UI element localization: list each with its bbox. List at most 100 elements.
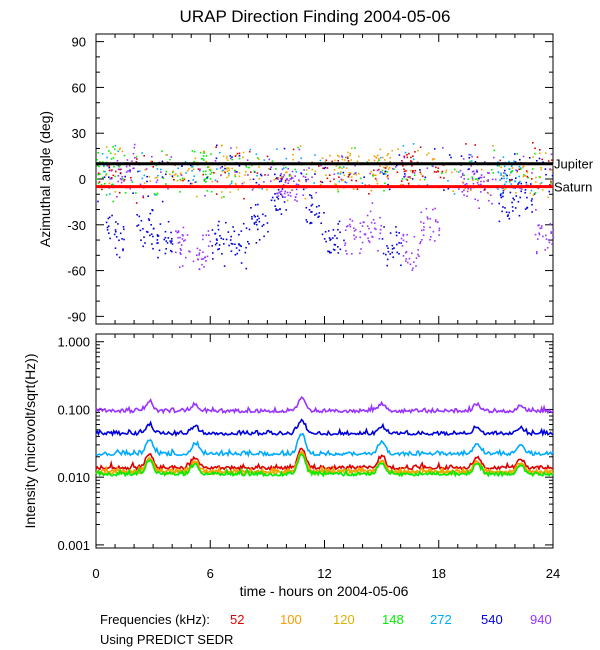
azimuth-point [181, 265, 184, 267]
azimuth-point [450, 156, 452, 159]
azimuth-point [319, 183, 322, 186]
azimuth-point [206, 255, 209, 258]
azimuth-point [338, 155, 340, 158]
azimuth-point [338, 176, 340, 178]
azimuth-point [531, 198, 533, 200]
azimuth-point [270, 180, 272, 183]
azimuth-point [255, 153, 258, 155]
azimuth-point [510, 179, 512, 181]
azimuth-point [536, 252, 538, 255]
azimuth-point [263, 181, 265, 183]
azimuth-point [288, 179, 290, 182]
azimuth-point [223, 196, 225, 198]
azimuth-point [347, 157, 349, 159]
azimuth-point [514, 161, 517, 163]
azimuth-point [230, 242, 233, 245]
azimuth-point [305, 206, 308, 209]
azimuth-point [175, 173, 177, 175]
azimuth-point [248, 243, 250, 245]
azimuth-point [470, 188, 472, 190]
azimuth-point [536, 251, 538, 253]
azimuth-point [234, 243, 236, 246]
azimuth-point [186, 234, 189, 236]
azimuth-point [217, 228, 220, 231]
azimuth-point [432, 158, 434, 160]
azimuth-point [100, 184, 103, 186]
azimuth-point [123, 228, 125, 231]
azimuth-point [394, 166, 397, 168]
azimuth-point [505, 174, 508, 176]
azimuth-point [160, 168, 162, 171]
azimuth-point [255, 221, 257, 223]
azimuth-point [180, 253, 182, 255]
azimuth-point [320, 164, 322, 167]
azimuth-point [551, 159, 553, 161]
azimuth-point [315, 213, 318, 215]
azimuth-point [460, 176, 463, 178]
azimuth-point [403, 155, 405, 158]
azimuth-point [203, 152, 205, 154]
azimuth-point [308, 209, 311, 211]
azimuth-point [195, 181, 197, 183]
azimuth-point [229, 184, 231, 186]
azimuth-point [234, 254, 237, 256]
azimuth-point [532, 156, 534, 158]
azimuth-point [432, 165, 434, 168]
azimuth-point [285, 166, 287, 169]
azimuth-point [221, 253, 223, 255]
azimuth-point [470, 154, 472, 156]
azimuth-point [427, 152, 430, 154]
azimuth-point [328, 250, 331, 253]
azimuth-point [255, 242, 258, 244]
azimuth-point [285, 157, 288, 160]
azimuth-point [214, 179, 217, 182]
azimuth-point [463, 174, 465, 177]
azimuth-point [371, 202, 374, 204]
azimuth-point [336, 154, 339, 157]
azimuth-point [122, 249, 124, 252]
azimuth-point [281, 177, 283, 180]
azimuth-point [498, 220, 501, 223]
azimuth-point [169, 158, 171, 161]
azimuth-point [277, 178, 279, 180]
azimuth-panel: 90 60 30 0 -30 -60 -90 Jupiter Saturn Azimuthal… [37, 33, 594, 325]
azimuth-point [295, 188, 298, 191]
intensity-axis-ticks: 1.000 0.100 0.010 0.001 [57, 334, 554, 553]
azimuth-point [401, 178, 404, 180]
azimuth-point [293, 180, 295, 183]
azimuth-point [354, 172, 356, 175]
azimuth-point [225, 221, 227, 224]
azimuth-point [167, 237, 170, 239]
azimuth-point [503, 165, 506, 168]
azimuth-point [538, 176, 541, 178]
azimuth-point [234, 175, 237, 178]
azimuth-point [340, 178, 343, 181]
azimuth-point [149, 212, 152, 215]
azimuth-point [321, 233, 324, 236]
azimuth-point [461, 191, 464, 193]
azimuth-point [278, 191, 280, 194]
azimuth-point [280, 190, 283, 192]
azimuth-point [400, 242, 402, 244]
azimuth-point [182, 226, 185, 229]
azimuth-point [221, 165, 223, 168]
azimuth-point [258, 166, 260, 168]
azimuth-point [379, 228, 382, 231]
azimuth-point [277, 177, 280, 179]
azimuth-point [389, 253, 391, 255]
azimuth-point [238, 249, 241, 252]
azimuth-point [332, 229, 335, 231]
azimuth-point [291, 176, 293, 179]
azimuth-point [149, 234, 151, 237]
azimuth-point [549, 184, 551, 186]
azimuth-point [268, 158, 271, 161]
azimuth-point [281, 188, 284, 190]
azimuth-point [258, 239, 261, 241]
azimuth-point [363, 176, 365, 178]
y-tick-label: 0.010 [57, 470, 90, 485]
azimuth-point [347, 176, 350, 178]
azimuth-point [410, 160, 413, 163]
azimuth-point [480, 174, 483, 176]
azimuth-point [240, 245, 242, 248]
azimuth-point [281, 168, 284, 171]
